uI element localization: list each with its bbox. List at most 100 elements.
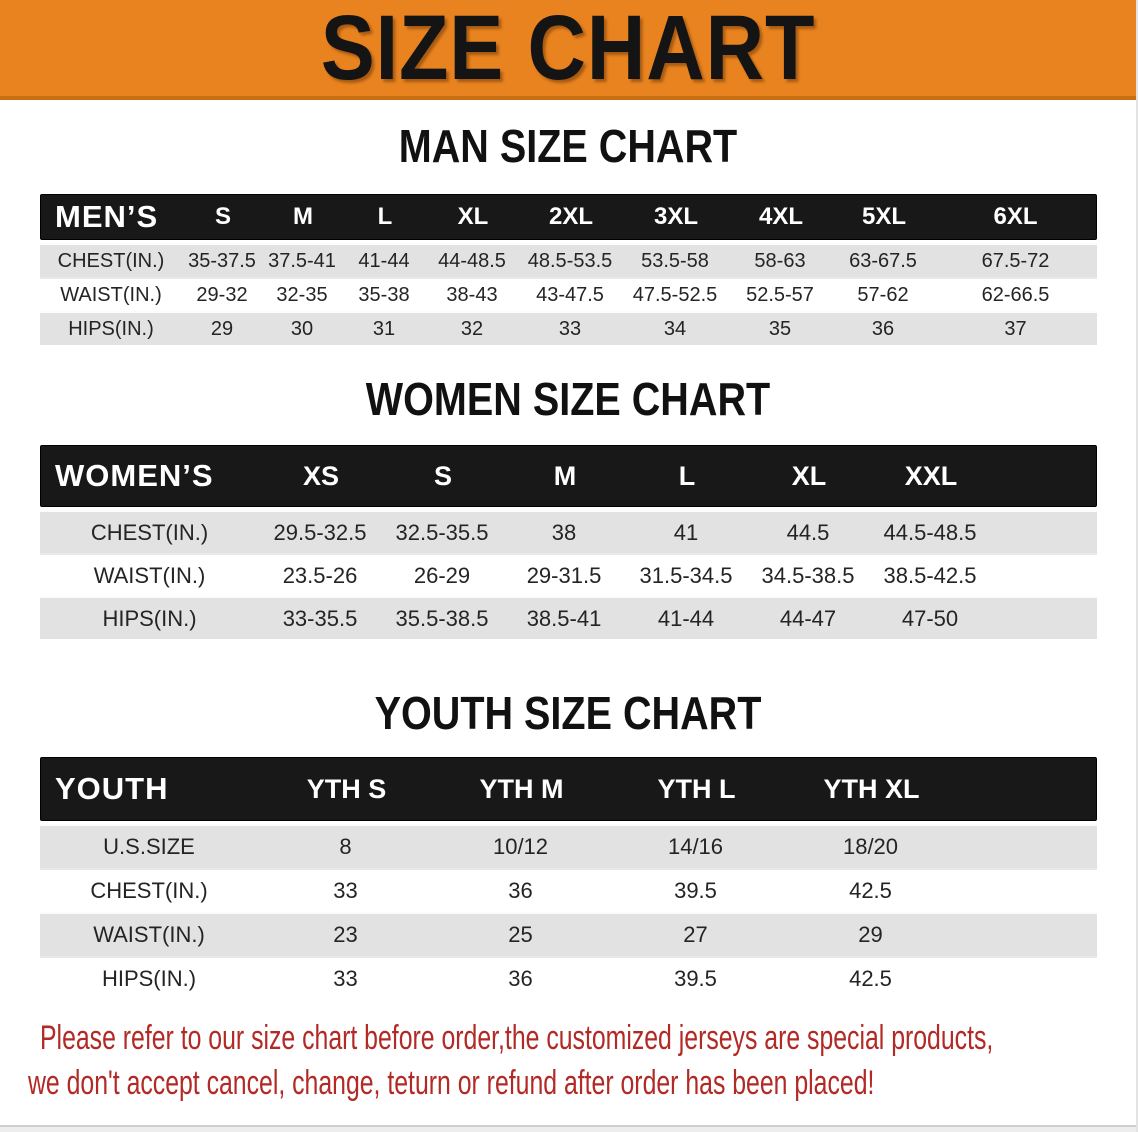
row-label-cell: HIPS(IN.): [102, 605, 197, 631]
men-table-header-row: MEN’S S M L XL 2XL 3XL 4XL 5XL 6XL: [40, 194, 1097, 240]
value-cell: 35.5-38.5: [395, 605, 489, 631]
footer-note: Please refer to our size chart before or…: [28, 1016, 1136, 1106]
value-cell: 29-32: [196, 283, 248, 306]
value-cell: 8: [339, 834, 352, 859]
size-header-cell: YTH L: [657, 773, 736, 804]
value-cell: 39.5: [674, 878, 717, 903]
value-cell: 26-29: [413, 562, 471, 588]
value-cell: 10/12: [492, 834, 549, 859]
value-cell: 36: [508, 878, 533, 903]
value-cell: 34: [663, 317, 687, 340]
men-size-table: MEN’S S M L XL 2XL 3XL 4XL 5XL 6XL CHEST(IN.) 35-3…: [40, 194, 1097, 345]
value-cell: 32-35: [276, 283, 328, 306]
value-cell: 42.5: [849, 878, 892, 903]
value-cell: 14/16: [667, 834, 724, 859]
value-cell: 41-44: [358, 249, 410, 272]
size-header-cell: S: [433, 460, 452, 491]
value-cell: 25: [508, 922, 533, 947]
value-cell: 35-38: [358, 283, 410, 306]
value-cell: 39.5: [674, 966, 717, 991]
value-cell: 33-35.5: [282, 605, 358, 631]
table-title-cell: WOMEN’S: [55, 458, 214, 493]
value-cell: 47.5-52.5: [632, 283, 718, 306]
value-cell: 43-47.5: [536, 283, 604, 306]
value-cell: 37.5-41: [268, 249, 336, 272]
value-cell: 32: [460, 317, 484, 340]
size-header-cell: 3XL: [653, 203, 698, 230]
value-cell: 57-62: [857, 283, 909, 306]
size-header-cell: M: [553, 460, 577, 491]
row-label-cell: WAIST(IN.): [60, 283, 162, 306]
size-header-cell: 5XL: [861, 203, 906, 230]
footer-note-line2: we don't accept cancel, change, teturn o…: [28, 1064, 875, 1102]
men-table-row-hips: HIPS(IN.) 29 30 31 32 33 34 35 36 37: [40, 311, 1097, 345]
row-label-cell: WAIST(IN.): [93, 922, 205, 947]
table-title-cell: MEN’S: [55, 199, 159, 234]
value-cell: 33: [333, 966, 358, 991]
title-banner: SIZE CHART: [0, 0, 1136, 100]
women-section-heading: WOMEN SIZE CHART: [365, 373, 771, 425]
size-header-cell: M: [293, 203, 313, 230]
size-header-cell: YTH S: [306, 773, 387, 804]
youth-table-row-chest: CHEST(IN.) 33 36 39.5 42.5: [40, 868, 1097, 912]
value-cell: 32.5-35.5: [395, 519, 489, 545]
size-header-cell: XL: [457, 203, 489, 230]
value-cell: 29: [210, 317, 234, 340]
size-header-cell: XS: [302, 460, 340, 491]
value-cell: 47-50: [901, 605, 959, 631]
value-cell: 42.5: [849, 966, 892, 991]
row-label-cell: CHEST(IN.): [90, 878, 208, 903]
value-cell: 41: [673, 519, 699, 545]
value-cell: 33: [558, 317, 582, 340]
value-cell: 23.5-26: [282, 562, 358, 588]
value-cell: 27: [683, 922, 708, 947]
size-header-cell: L: [678, 460, 696, 491]
women-size-table: WOMEN’S XS S M L XL XXL CHEST(IN.) 29.5-32.5 32.…: [40, 445, 1097, 639]
size-header-cell: YTH M: [479, 773, 564, 804]
youth-section-heading: YOUTH SIZE CHART: [374, 687, 762, 739]
row-label-cell: CHEST(IN.): [57, 249, 165, 272]
value-cell: 29-31.5: [526, 562, 602, 588]
row-label-cell: HIPS(IN.): [101, 966, 197, 991]
value-cell: 44-48.5: [438, 249, 506, 272]
women-table-row-hips: HIPS(IN.) 33-35.5 35.5-38.5 38.5-41 41-44 44-…: [40, 596, 1097, 639]
size-header-cell: 2XL: [548, 203, 593, 230]
youth-table-row-hips: HIPS(IN.) 33 36 39.5 42.5: [40, 956, 1097, 1000]
size-header-cell: S: [214, 203, 231, 230]
women-table-row-chest: CHEST(IN.) 29.5-32.5 32.5-35.5 38 41 44.5 44.5…: [40, 510, 1097, 553]
page-title: SIZE CHART: [320, 0, 816, 99]
women-table-row-waist: WAIST(IN.) 23.5-26 26-29 29-31.5 31.5-34.5 34…: [40, 553, 1097, 596]
value-cell: 35-37.5: [188, 249, 256, 272]
value-cell: 41-44: [657, 605, 715, 631]
row-label-cell: WAIST(IN.): [93, 562, 206, 588]
bottom-edge-strip: [0, 1125, 1136, 1132]
value-cell: 29: [858, 922, 883, 947]
women-table-header-row: WOMEN’S XS S M L XL XXL: [40, 445, 1097, 507]
row-label-cell: U.S.SIZE: [103, 834, 195, 859]
value-cell: 52.5-57: [746, 283, 814, 306]
value-cell: 31: [372, 317, 396, 340]
value-cell: 38: [551, 519, 577, 545]
row-label-cell: CHEST(IN.): [90, 519, 209, 545]
value-cell: 63-67.5: [849, 249, 917, 272]
row-label-cell: HIPS(IN.): [68, 317, 154, 340]
value-cell: 18/20: [842, 834, 899, 859]
value-cell: 38.5-42.5: [883, 562, 977, 588]
footer-note-line1: Please refer to our size chart before or…: [40, 1019, 994, 1057]
size-header-cell: XXL: [904, 460, 958, 491]
value-cell: 38.5-41: [526, 605, 602, 631]
value-cell: 44-47: [779, 605, 837, 631]
value-cell: 36: [508, 966, 533, 991]
youth-table-row-waist: WAIST(IN.) 23 25 27 29: [40, 912, 1097, 956]
value-cell: 62-66.5: [981, 283, 1050, 306]
youth-size-table: YOUTH YTH S YTH M YTH L YTH XL U.S.SIZE 8 10/1…: [40, 757, 1097, 1000]
men-table-row-chest: CHEST(IN.) 35-37.5 37.5-41 41-44 44-48.5 48.5…: [40, 243, 1097, 277]
value-cell: 38-43: [446, 283, 498, 306]
youth-table-row-ussize: U.S.SIZE 8 10/12 14/16 18/20: [40, 824, 1097, 868]
value-cell: 48.5-53.5: [527, 249, 613, 272]
size-header-cell: 6XL: [993, 203, 1038, 230]
size-header-cell: XL: [791, 460, 827, 491]
value-cell: 30: [290, 317, 314, 340]
value-cell: 35: [768, 317, 792, 340]
